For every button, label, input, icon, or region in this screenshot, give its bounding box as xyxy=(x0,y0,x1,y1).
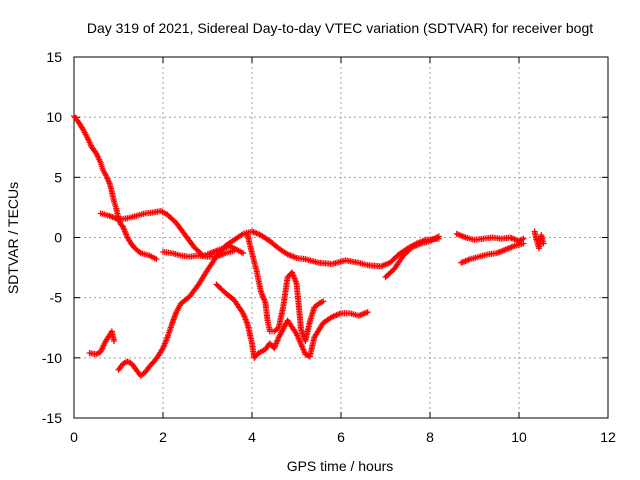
series-track-9 xyxy=(453,230,527,245)
x-tick-label: 10 xyxy=(511,429,527,445)
data-point xyxy=(540,240,547,247)
y-tick-label: 5 xyxy=(54,169,62,185)
x-tick-label: 2 xyxy=(159,429,167,445)
series-track-8 xyxy=(382,233,442,281)
data-point xyxy=(111,337,118,344)
axis-ticks: 0 2 4 6 8 10 12 -15 -10 -5 0 5 10 15 xyxy=(42,49,616,445)
series-track-7 xyxy=(244,232,327,344)
y-tick-label: 10 xyxy=(46,109,62,125)
data-point xyxy=(153,256,160,263)
data-point xyxy=(231,247,238,254)
chart-title: Day 319 of 2021, Sidereal Day-to-day VTE… xyxy=(87,20,593,36)
y-tick-label: 0 xyxy=(54,230,62,246)
x-tick-label: 8 xyxy=(426,429,434,445)
y-tick-label: -5 xyxy=(50,290,63,306)
x-tick-label: 0 xyxy=(70,429,78,445)
data-point xyxy=(320,298,327,305)
series-track-5 xyxy=(160,247,238,260)
grid-lines xyxy=(74,57,608,418)
series-track-1 xyxy=(71,112,160,263)
series-track-11 xyxy=(531,228,547,252)
x-tick-label: 6 xyxy=(337,429,345,445)
y-tick-label: -15 xyxy=(42,410,62,426)
data-point xyxy=(520,240,527,247)
series-track-10 xyxy=(458,240,527,266)
data-points xyxy=(71,112,547,379)
x-tick-label: 12 xyxy=(600,429,616,445)
y-axis-label: SDTVAR / TECUs xyxy=(5,182,21,294)
x-tick-label: 4 xyxy=(248,429,256,445)
x-axis-label: GPS time / hours xyxy=(287,458,394,474)
data-point xyxy=(435,233,442,240)
data-point xyxy=(240,250,247,257)
series-track-6 xyxy=(213,281,371,361)
y-tick-label: -10 xyxy=(42,350,62,366)
data-point xyxy=(364,309,371,316)
y-tick-label: 15 xyxy=(46,49,62,65)
series-track-3 xyxy=(86,328,118,358)
